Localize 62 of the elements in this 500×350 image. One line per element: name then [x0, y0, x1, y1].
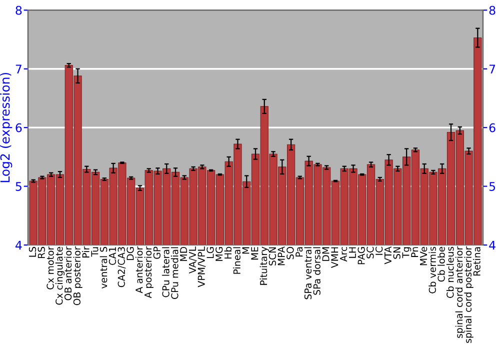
x-tick-label: A posterior: [144, 246, 154, 298]
y2-tick-label: 7: [490, 64, 496, 74]
x-tick-label: LG: [206, 247, 214, 258]
x-tick-label: ventral S: [100, 246, 108, 288]
x-tick-label: Tg: [402, 247, 412, 258]
x-tick-label: Pn: [411, 247, 418, 257]
x-tick-label: Cx motor: [46, 246, 54, 290]
y-tick-label: 6: [16, 123, 22, 132]
x-tick-label: CPu lateral: [162, 247, 170, 298]
x-tick-label: Tu: [91, 247, 98, 257]
x-tick-label: DM: [322, 247, 330, 261]
x-tick-label: RS: [38, 246, 45, 258]
x-tick-label: LS: [28, 246, 36, 257]
x-tick-label: Retina: [473, 247, 480, 276]
x-tick-label: MG: [216, 247, 223, 261]
x-tick-label: VTA: [384, 246, 392, 264]
x-tick-label: SPa ventral: [304, 247, 312, 300]
x-tick-label: ME: [251, 246, 258, 260]
x-tick-label: M: [242, 247, 250, 254]
x-tick-label: spinal cord posterior: [464, 246, 474, 343]
x-tick-label: LH: [348, 247, 356, 258]
x-tick-label: GP: [153, 246, 160, 259]
y2-tick-label: 5: [489, 182, 496, 191]
x-tick-label: CPu medial: [170, 247, 178, 300]
y-tick-label: 5: [16, 182, 22, 191]
x-tick-label: DG: [126, 247, 134, 260]
x-tick-label: Pir: [82, 246, 90, 258]
x-tick-label: SO: [286, 246, 294, 260]
x-tick-label: Hb: [224, 246, 232, 259]
x-tick-label: Cb nucleus: [446, 246, 454, 298]
x-tick-label: SCN: [268, 247, 276, 266]
x-tick-label: VA/VL: [189, 246, 197, 274]
x-tick-label: Cb lobe: [438, 246, 445, 282]
x-tick-label: OB anterior: [64, 246, 72, 300]
x-tick-label: Arc: [340, 246, 348, 262]
x-tick-label: MD: [180, 246, 188, 261]
x-tick-label: Cb vermis: [428, 246, 436, 294]
x-tick-label: Cx cingulate: [55, 246, 65, 305]
x-tick-label: CA2/CA3: [118, 247, 126, 288]
x-tick-label: MVe: [420, 246, 428, 266]
x-tick-label: SN: [393, 247, 400, 259]
x-tick-label: A anterior: [135, 246, 143, 294]
x-tick-label: Pituitary: [260, 246, 269, 285]
x-tick-label: Pa: [296, 247, 303, 257]
x-tick-label: MPA: [278, 246, 285, 266]
x-tick-label: spinal cord anterior: [455, 246, 464, 338]
x-tick-label: IC: [376, 246, 383, 255]
y-tick-label: 4: [16, 240, 22, 250]
y-tick-label: 7: [16, 64, 22, 74]
y2-tick-label: 6: [489, 123, 496, 132]
x-tick-label: CA1: [108, 247, 116, 265]
x-tick-label: Pineal: [233, 247, 240, 274]
x-tick-label: PAG: [358, 247, 365, 264]
y-axis-title: Log2 (expression): [0, 72, 12, 182]
y2-tick-label: 8: [489, 6, 496, 15]
y2-tick-label: 4: [489, 240, 496, 250]
x-tick-label: SC: [366, 246, 374, 258]
x-tick-label: VPM/VPL: [198, 246, 206, 288]
x-tick-label: VMH: [331, 247, 338, 268]
y-tick-label: 8: [16, 6, 22, 15]
x-tick-label: OB posterior: [73, 246, 82, 306]
x-tick-label: SPa dorsal: [313, 247, 320, 295]
